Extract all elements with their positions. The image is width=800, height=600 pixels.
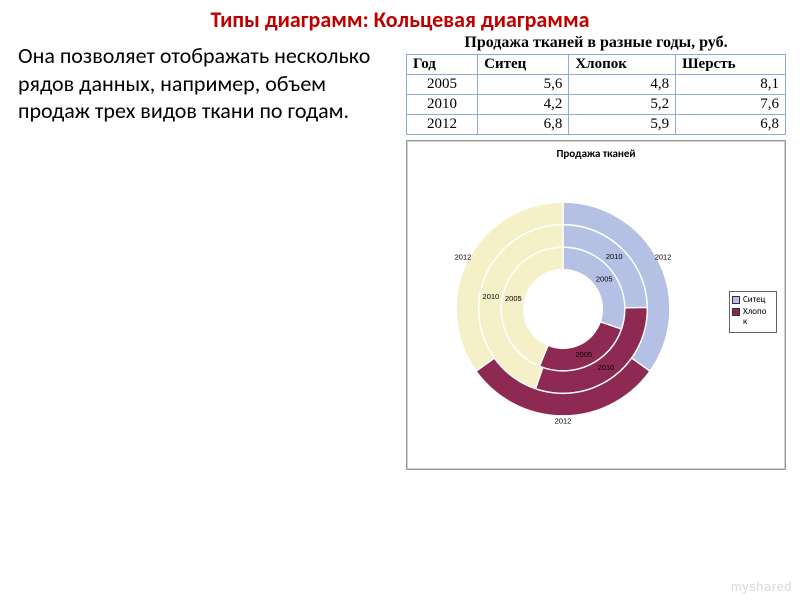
table-cell: 4,2 — [478, 95, 569, 115]
table-row: 20104,25,27,6 — [407, 95, 786, 115]
table-cell: 2010 — [407, 95, 478, 115]
donut-data-label: 2005 — [596, 275, 613, 284]
table-cell: 5,9 — [569, 115, 676, 135]
donut-data-label: 2005 — [576, 350, 593, 359]
legend-swatch — [732, 296, 740, 304]
donut-data-label: 2010 — [483, 292, 500, 301]
donut-data-label: 2005 — [505, 294, 522, 303]
legend-swatch — [732, 308, 740, 316]
legend-item: Ситец — [732, 295, 774, 305]
page-title: Типы диаграмм: Кольцевая диаграмма — [0, 6, 800, 33]
data-table: ГодСитецХлопокШерсть 20055,64,88,120104,… — [406, 54, 786, 135]
description-text: Она позволяет отображать несколько рядов… — [18, 42, 378, 125]
donut-data-label: 2012 — [555, 416, 572, 425]
table-cell: 2005 — [407, 75, 478, 95]
table-cell: 2012 — [407, 115, 478, 135]
table-header-cell: Шерсть — [676, 55, 786, 75]
donut-data-label: 2010 — [606, 252, 623, 261]
table-cell: 6,8 — [478, 115, 569, 135]
chart-legend: Ситец Хлопо к — [729, 291, 777, 333]
data-table-container: Продажа тканей в разные годы, руб. ГодСи… — [406, 34, 786, 135]
donut-chart: 2005 2005 2005 2010 2010 2010 2012 2012 2012 — [413, 159, 713, 459]
watermark: myshared — [731, 579, 792, 594]
table-row: 20055,64,88,1 — [407, 75, 786, 95]
table-title: Продажа тканей в разные годы, руб. — [406, 34, 786, 52]
legend-item: Хлопо к — [732, 307, 774, 327]
table-header-cell: Ситец — [478, 55, 569, 75]
table-row: 20126,85,96,8 — [407, 115, 786, 135]
table-cell: 7,6 — [676, 95, 786, 115]
table-cell: 5,6 — [478, 75, 569, 95]
table-cell: 6,8 — [676, 115, 786, 135]
donut-data-label: 2012 — [655, 253, 672, 262]
legend-label: Хлопо к — [743, 307, 766, 327]
donut-data-label: 2010 — [598, 363, 615, 372]
table-cell: 4,8 — [569, 75, 676, 95]
donut-data-label: 2012 — [455, 253, 472, 262]
table-header-cell: Год — [407, 55, 478, 75]
legend-label: Ситец — [743, 295, 765, 305]
chart-title: Продажа тканей — [407, 141, 785, 160]
chart-frame: Продажа тканей 2005200520052010201020102… — [406, 140, 786, 470]
table-cell: 5,2 — [569, 95, 676, 115]
table-header-cell: Хлопок — [569, 55, 676, 75]
table-cell: 8,1 — [676, 75, 786, 95]
